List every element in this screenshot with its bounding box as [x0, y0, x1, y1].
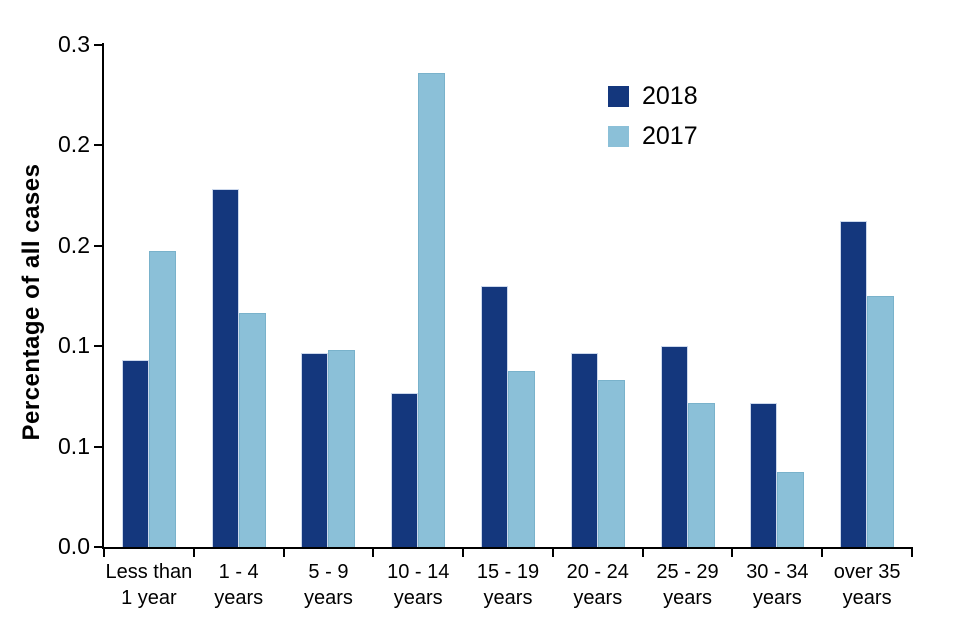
legend: 2018 2017: [608, 84, 698, 149]
bar-2017-8: [867, 296, 895, 547]
x-tick-mark: [911, 549, 913, 557]
category-label-8: over 35 years: [833, 561, 901, 609]
bar-2018-1: [211, 188, 239, 547]
legend-item-2018: 2018: [608, 84, 698, 109]
bar-2017-3: [418, 73, 446, 547]
bar-2017-7: [777, 471, 805, 547]
y-tick-mark: [94, 144, 102, 147]
y-tick-label: 0.2: [58, 231, 90, 258]
x-tick-mark: [372, 549, 375, 557]
category-label-2: 5 - 9 years: [303, 561, 353, 609]
x-axis-line: [102, 547, 913, 549]
x-tick-mark: [641, 549, 644, 557]
bar-2018-6: [660, 346, 688, 547]
category-label-6: 25 - 29 years: [656, 561, 719, 609]
y-tick-label: 0.3: [58, 31, 90, 57]
legend-item-2017: 2017: [608, 124, 698, 149]
bar-2018-3: [391, 393, 419, 547]
bar-2017-0: [148, 250, 176, 547]
bar-2017-4: [508, 371, 535, 547]
y-tick-mark: [94, 44, 102, 46]
y-tick-mark: [94, 345, 102, 348]
x-tick-mark: [551, 549, 554, 557]
bar-2018-5: [570, 352, 598, 547]
legend-swatch-2018: [608, 86, 629, 107]
y-tick-label: 0.1: [58, 332, 90, 359]
bar-2017-1: [238, 312, 266, 547]
x-tick-mark: [282, 549, 285, 557]
bar-2017-6: [687, 403, 715, 547]
legend-swatch-2017: [608, 126, 629, 147]
x-tick-mark: [821, 549, 824, 557]
y-tick-mark: [94, 244, 102, 247]
bar-2017-2: [328, 349, 356, 547]
x-tick-mark: [103, 549, 105, 557]
y-tick-mark: [94, 546, 102, 548]
bar-2018-4: [481, 285, 508, 547]
category-label-0: Less than 1 year: [105, 561, 193, 609]
category-label-5: 20 - 24 years: [566, 561, 629, 609]
y-axis-title: Percentage of all cases: [18, 163, 45, 441]
y-tick-mark: [94, 445, 102, 448]
bar-2018-2: [301, 352, 329, 547]
legend-label-2018: 2018: [642, 82, 698, 110]
category-label-3: 10 - 14 years: [387, 561, 450, 609]
bar-2018-7: [750, 403, 778, 547]
x-tick-mark: [731, 549, 734, 557]
y-tick-label: 0.1: [58, 432, 90, 459]
bar-2017-5: [597, 379, 625, 547]
y-axis-line: [102, 43, 104, 549]
category-label-4: 15 - 19 years: [476, 561, 540, 609]
x-tick-mark: [192, 549, 195, 557]
category-label-7: 30 - 34 years: [746, 561, 809, 609]
x-tick-mark: [462, 549, 465, 557]
bar-2018-8: [840, 220, 868, 547]
y-tick-label: 0.2: [58, 131, 90, 158]
y-tick-label: 0.0: [58, 533, 90, 559]
legend-label-2017: 2017: [642, 122, 698, 150]
bar-2018-0: [121, 359, 149, 547]
category-label-1: 1 - 4 years: [214, 561, 264, 609]
